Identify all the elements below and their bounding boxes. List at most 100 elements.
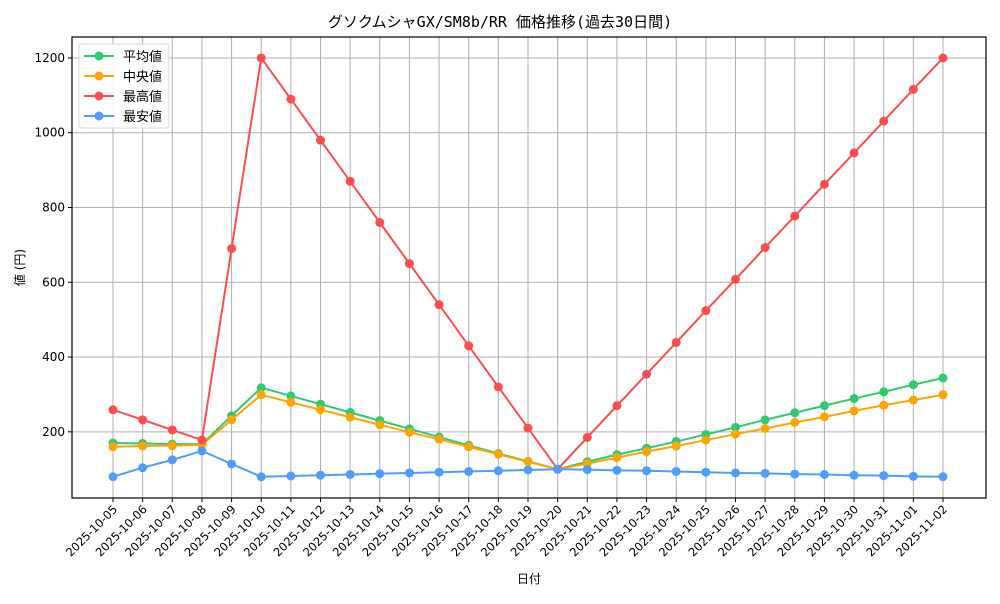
data-point: [701, 467, 711, 477]
data-point: [434, 434, 444, 444]
data-point: [493, 382, 503, 392]
legend-label: 中央値: [123, 69, 162, 85]
data-point: [286, 94, 296, 104]
data-point: [760, 415, 770, 425]
data-point: [345, 176, 355, 186]
y-tick-label: 200: [42, 425, 65, 439]
data-point: [938, 53, 948, 63]
data-point: [286, 391, 296, 401]
legend-box: [78, 43, 170, 129]
data-point: [731, 422, 740, 432]
data-point: [256, 383, 266, 393]
data-point: [464, 466, 474, 476]
data-point: [582, 465, 592, 475]
data-point: [849, 406, 859, 416]
data-point: [938, 472, 948, 482]
data-point: [108, 405, 118, 415]
data-point: [316, 470, 325, 480]
data-point: [345, 412, 355, 422]
data-point: [138, 441, 148, 451]
legend-label: 平均値: [123, 49, 162, 65]
data-point: [612, 453, 622, 463]
data-point: [375, 469, 385, 479]
y-axis: 200 400 600 800 1000 1200 値 (円): [12, 51, 72, 439]
data-point: [286, 397, 296, 407]
data-point: [108, 442, 118, 452]
data-point: [671, 466, 681, 476]
data-point: [523, 457, 533, 467]
data-point: [849, 148, 859, 158]
data-point: [256, 390, 266, 400]
data-point: [879, 116, 889, 126]
data-point: [256, 53, 266, 63]
data-point: [523, 423, 533, 433]
data-point: [138, 463, 148, 473]
data-point: [227, 459, 237, 469]
data-point: [731, 274, 740, 284]
y-tick-label: 600: [42, 275, 65, 289]
y-tick-label: 400: [42, 350, 65, 364]
data-point: [819, 469, 829, 479]
data-point: [879, 387, 889, 397]
data-point: [108, 472, 118, 482]
data-point: [819, 401, 829, 411]
legend-label: 最高値: [123, 89, 162, 105]
data-point: [908, 380, 918, 390]
data-point: [701, 435, 711, 445]
data-point: [167, 455, 177, 465]
data-point: [642, 447, 652, 457]
x-axis-label: 日付: [517, 572, 541, 586]
data-point: [760, 242, 770, 252]
data-point: [434, 467, 444, 477]
legend-marker-icon: [94, 51, 104, 61]
data-point: [731, 429, 740, 439]
data-point: [879, 471, 889, 481]
data-point: [819, 412, 829, 422]
data-point: [316, 405, 325, 415]
data-point: [167, 441, 177, 451]
series-line: [108, 53, 948, 474]
data-point: [790, 469, 800, 479]
series-line: [108, 446, 948, 482]
data-point: [553, 464, 563, 474]
data-point: [908, 84, 918, 94]
data-point: [523, 465, 533, 475]
legend-marker-icon: [94, 91, 104, 101]
data-point: [197, 446, 207, 456]
data-point: [849, 394, 859, 404]
legend-label: 最安値: [123, 109, 162, 125]
data-point: [227, 244, 237, 254]
data-point: [790, 408, 800, 418]
data-point: [642, 369, 652, 379]
data-point: [582, 432, 592, 442]
data-point: [760, 468, 770, 478]
data-point: [404, 259, 414, 269]
y-tick-label: 1200: [34, 51, 65, 65]
x-axis: 2025-10-052025-10-062025-10-072025-10-08…: [63, 498, 950, 586]
data-point: [790, 417, 800, 427]
data-point: [938, 373, 948, 383]
data-point: [197, 435, 207, 445]
data-point: [642, 466, 652, 476]
data-point: [908, 471, 918, 481]
axes-frame: [71, 36, 987, 499]
y-axis-label: 値 (円): [12, 249, 27, 286]
data-point: [404, 468, 414, 478]
data-point: [345, 469, 355, 479]
data-point: [227, 415, 237, 425]
y-tick-label: 800: [42, 200, 65, 214]
legend-marker-icon: [94, 71, 104, 81]
data-point: [286, 471, 296, 481]
data-point: [375, 217, 385, 227]
data-point: [316, 135, 325, 145]
legend-marker-icon: [94, 111, 104, 121]
data-point: [731, 468, 740, 478]
data-point: [819, 179, 829, 189]
data-point: [493, 449, 503, 459]
data-point: [908, 395, 918, 405]
data-point: [464, 442, 474, 452]
data-point: [760, 423, 770, 433]
